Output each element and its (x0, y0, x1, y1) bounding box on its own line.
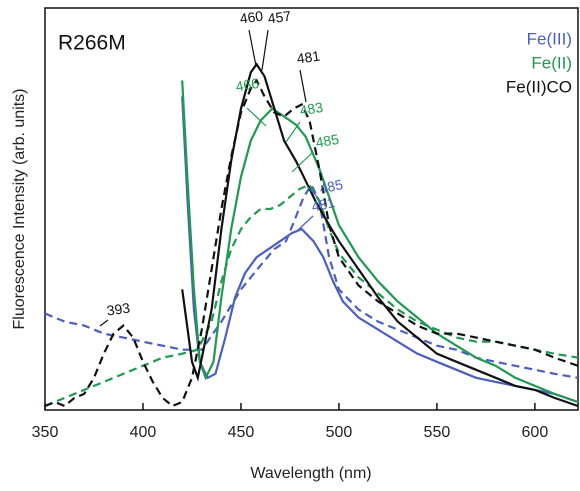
legend-entry: Fe(II)CO (506, 77, 572, 96)
x-tick-label: 350 (32, 424, 59, 441)
peak-label: 466 (234, 75, 260, 95)
peak-label: 481 (296, 48, 322, 67)
leader-line (291, 152, 313, 173)
x-tick-label: 600 (522, 424, 549, 441)
spectrum-line (44, 78, 579, 408)
leader-line (246, 107, 267, 127)
chart-title: R266M (58, 32, 126, 55)
leader-line (99, 319, 109, 327)
leader-line (297, 215, 314, 231)
peak-label: 393 (106, 300, 132, 319)
leader-line (248, 29, 257, 67)
peak-label: 457 (267, 8, 293, 27)
x-tick-label: 500 (326, 424, 353, 441)
spectrum-line (181, 62, 579, 408)
plot-frame (44, 7, 579, 411)
legend-entry: Fe(III) (527, 29, 572, 48)
x-axis-label: Wavelength (nm) (250, 465, 371, 482)
x-tick-label: 400 (130, 424, 157, 441)
leader-line (285, 121, 301, 143)
leader-line (261, 29, 269, 71)
spectrum-line (181, 96, 579, 404)
leader-line (299, 69, 307, 103)
x-tick-label: 550 (424, 424, 451, 441)
peak-label: 485 (318, 176, 344, 197)
peak-label: 485 (314, 131, 340, 151)
spectrum-line (44, 183, 579, 408)
spectrum-line (44, 182, 579, 379)
peak-label: 483 (298, 99, 324, 119)
leader-line (306, 185, 319, 199)
x-tick-label: 450 (228, 424, 255, 441)
y-axis-label: Fluorescence Intensity (arb. units) (11, 89, 28, 330)
legend-entry: Fe(II) (531, 53, 572, 72)
peak-label: 481 (310, 194, 336, 215)
peak-label: 460 (239, 8, 265, 27)
spectrum-line (181, 80, 579, 404)
